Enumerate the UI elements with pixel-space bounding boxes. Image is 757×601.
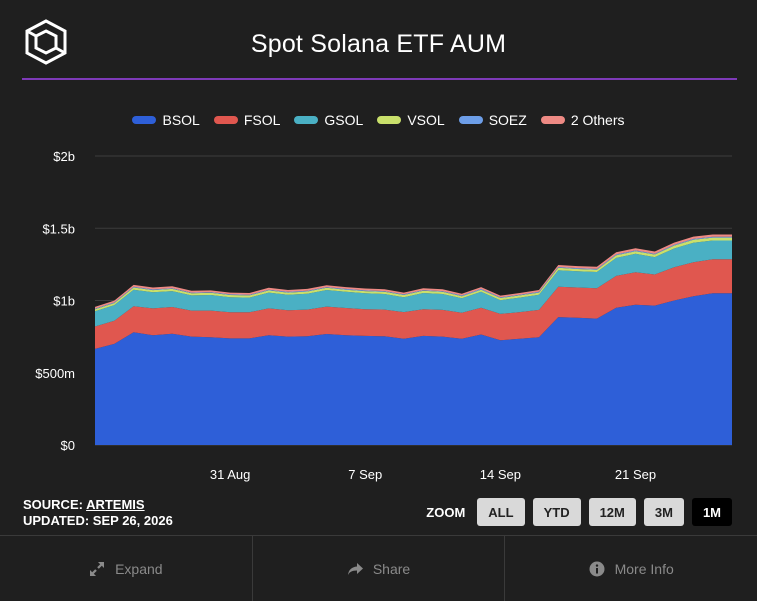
share-button[interactable]: Share — [251, 536, 505, 601]
y-tick-label: $2b — [53, 149, 75, 164]
zoom-ytd-button[interactable]: YTD — [532, 498, 581, 526]
source-line: SOURCE: ARTEMIS — [23, 497, 145, 512]
info-icon — [589, 561, 605, 577]
source-link[interactable]: ARTEMIS — [86, 497, 145, 512]
zoom-1m-button[interactable]: 1M — [691, 498, 732, 526]
series-area-gsol — [95, 240, 732, 327]
legend-swatch — [213, 116, 238, 124]
series-area-fsol — [95, 259, 732, 349]
expand-label: Expand — [115, 560, 163, 577]
legend-item-others[interactable]: 2 Others — [540, 112, 625, 128]
y-tick-label: $1.5b — [42, 221, 75, 236]
zoom-controls: ZOOM ALL YTD 12M 3M 1M — [426, 498, 732, 526]
legend-item-vsol[interactable]: VSOL — [377, 112, 445, 128]
legend-item-soez[interactable]: SOEZ — [458, 112, 527, 128]
legend-label: SOEZ — [488, 112, 527, 128]
share-icon — [347, 561, 363, 577]
expand-button[interactable]: Expand — [0, 536, 252, 601]
title-divider — [22, 78, 737, 80]
y-tick-label: $1b — [53, 294, 75, 309]
legend-label: GSOL — [324, 112, 364, 128]
legend-item-bsol[interactable]: BSOL — [132, 112, 200, 128]
legend-swatch — [458, 116, 483, 124]
legend-swatch — [377, 116, 402, 124]
legend-item-fsol[interactable]: FSOL — [213, 112, 281, 128]
series-area-bsol — [95, 293, 732, 445]
updated-text: UPDATED: SEP 26, 2026 — [23, 513, 173, 528]
y-tick-label: $500m — [35, 366, 75, 381]
x-tick-label: 14 Sep — [480, 467, 521, 482]
bottom-action-bar: Expand Share More Info — [0, 535, 757, 601]
legend-item-gsol[interactable]: GSOL — [294, 112, 363, 128]
expand-icon — [89, 561, 105, 577]
artemis-logo-icon — [22, 18, 70, 66]
x-tick-label: 21 Sep — [615, 467, 656, 482]
legend-swatch — [540, 116, 565, 124]
chart-title: Spot Solana ETF AUM — [250, 30, 507, 58]
x-tick-label: 7 Sep — [348, 467, 382, 482]
legend-swatch — [132, 116, 157, 124]
legend-label: BSOL — [162, 112, 200, 128]
legend-label: 2 Others — [570, 112, 625, 128]
legend-swatch — [294, 116, 319, 124]
x-tick-label: 31 Aug — [210, 467, 251, 482]
more-info-label: More Info — [614, 560, 674, 577]
zoom-12m-button[interactable]: 12M — [588, 498, 636, 526]
y-tick-label: $0 — [61, 438, 75, 453]
chart-legend: BSOL FSOL GSOL VSOL SOEZ 2 Others — [0, 112, 757, 128]
stacked-area-chart[interactable]: $0 $500m $1b $1.5b $2b 31 Aug 7 Sep 14 Sep 21 Se… — [0, 140, 757, 490]
zoom-3m-button[interactable]: 3M — [643, 498, 684, 526]
legend-label: FSOL — [243, 112, 281, 128]
share-label: Share — [372, 560, 411, 577]
legend-label: VSOL — [407, 112, 445, 128]
zoom-label: ZOOM — [426, 504, 466, 520]
more-info-button[interactable]: More Info — [504, 536, 757, 601]
source-label: SOURCE: — [23, 497, 87, 512]
zoom-all-button[interactable]: ALL — [477, 498, 525, 526]
